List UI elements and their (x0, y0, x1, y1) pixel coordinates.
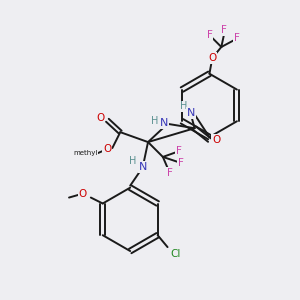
Text: N: N (160, 118, 168, 128)
Text: H: H (130, 156, 137, 166)
Text: O: O (79, 189, 87, 199)
Text: H: H (180, 101, 188, 111)
Text: Cl: Cl (170, 249, 181, 259)
Text: methyl: methyl (74, 150, 98, 156)
Text: F: F (206, 30, 212, 40)
Text: H: H (151, 116, 159, 126)
Text: F: F (176, 146, 182, 156)
Text: O: O (208, 53, 217, 63)
Text: F: F (234, 33, 240, 43)
Text: F: F (221, 25, 227, 35)
Text: O: O (96, 113, 105, 123)
Text: N: N (139, 162, 147, 172)
Text: F: F (178, 158, 184, 168)
Text: N: N (186, 108, 195, 118)
Text: O: O (103, 144, 112, 154)
Text: O: O (212, 135, 220, 145)
Text: F: F (167, 168, 173, 178)
